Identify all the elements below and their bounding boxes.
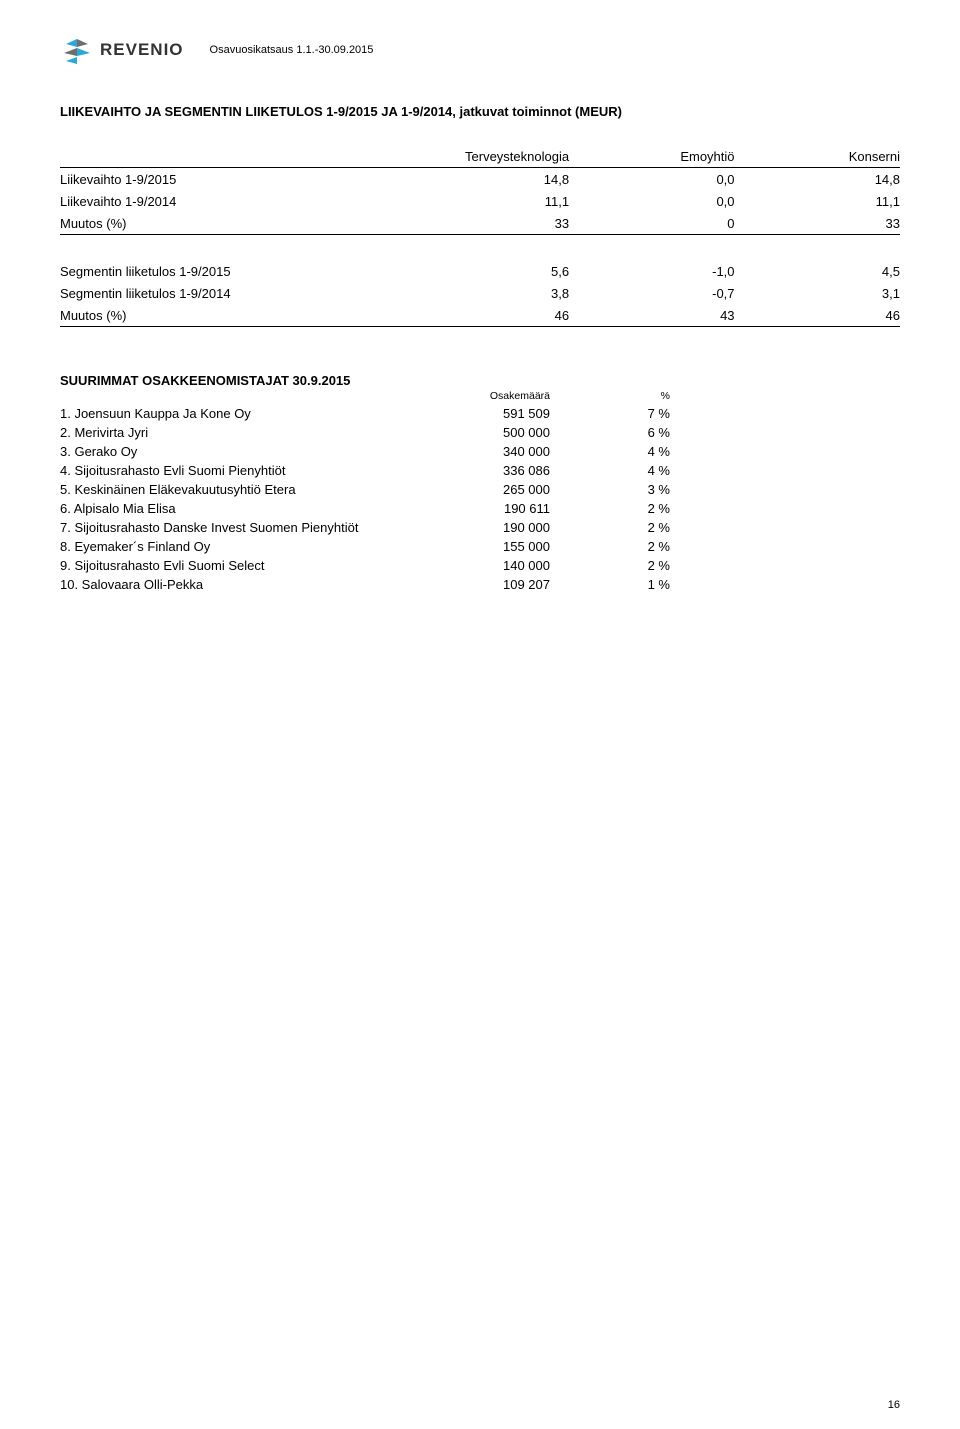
cell: 43 bbox=[569, 304, 734, 327]
col-header: Osakemäärä bbox=[410, 388, 550, 404]
logo-text: REVENIO bbox=[100, 40, 184, 60]
cell: 46 bbox=[735, 304, 900, 327]
cell: 14,8 bbox=[735, 168, 900, 191]
row-label: 4. Sijoitusrahasto Evli Suomi Pienyhtiöt bbox=[60, 461, 410, 480]
col-header: Konserni bbox=[735, 145, 900, 168]
cell: 140 000 bbox=[410, 556, 550, 575]
page-number: 16 bbox=[888, 1399, 900, 1411]
cell: 190 611 bbox=[410, 499, 550, 518]
table-row: Liikevaihto 1-9/2015 14,8 0,0 14,8 bbox=[60, 168, 900, 191]
row-label: 8. Eyemaker´s Finland Oy bbox=[60, 537, 410, 556]
cell: 33 bbox=[391, 212, 569, 235]
cell: 2 % bbox=[550, 518, 670, 537]
cell: 11,1 bbox=[735, 190, 900, 212]
table-row: 1. Joensuun Kauppa Ja Kone Oy591 5097 % bbox=[60, 404, 670, 423]
table-row: Liikevaihto 1-9/2014 11,1 0,0 11,1 bbox=[60, 190, 900, 212]
cell: 3 % bbox=[550, 480, 670, 499]
row-label: Segmentin liiketulos 1-9/2014 bbox=[60, 282, 391, 304]
cell: 6 % bbox=[550, 423, 670, 442]
row-label: Liikevaihto 1-9/2015 bbox=[60, 168, 391, 191]
row-label: 1. Joensuun Kauppa Ja Kone Oy bbox=[60, 404, 410, 423]
row-label: 2. Merivirta Jyri bbox=[60, 423, 410, 442]
table-row: 9. Sijoitusrahasto Evli Suomi Select140 … bbox=[60, 556, 670, 575]
table-row: Segmentin liiketulos 1-9/2015 5,6 -1,0 4… bbox=[60, 260, 900, 282]
cell: 3,8 bbox=[391, 282, 569, 304]
table-row: Muutos (%) 46 43 46 bbox=[60, 304, 900, 327]
doc-title: Osavuosikatsaus 1.1.-30.09.2015 bbox=[210, 44, 374, 56]
cell: 4,5 bbox=[735, 260, 900, 282]
spacer bbox=[60, 235, 900, 261]
cell: 1 % bbox=[550, 575, 670, 594]
section1-heading: LIIKEVAIHTO JA SEGMENTIN LIIKETULOS 1-9/… bbox=[60, 104, 900, 119]
table-row: 8. Eyemaker´s Finland Oy155 0002 % bbox=[60, 537, 670, 556]
cell: 2 % bbox=[550, 499, 670, 518]
col-header: Emoyhtiö bbox=[569, 145, 734, 168]
logo: REVENIO bbox=[60, 36, 184, 64]
row-label: 6. Alpisalo Mia Elisa bbox=[60, 499, 410, 518]
table-header-row: Osakemäärä % bbox=[60, 388, 670, 404]
cell: 336 086 bbox=[410, 461, 550, 480]
cell: 265 000 bbox=[410, 480, 550, 499]
cell: 340 000 bbox=[410, 442, 550, 461]
cell: -1,0 bbox=[569, 260, 734, 282]
cell: 7 % bbox=[550, 404, 670, 423]
cell: 109 207 bbox=[410, 575, 550, 594]
col-header bbox=[60, 388, 410, 404]
cell: 155 000 bbox=[410, 537, 550, 556]
cell: 2 % bbox=[550, 537, 670, 556]
page: REVENIO Osavuosikatsaus 1.1.-30.09.2015 … bbox=[0, 0, 960, 1429]
row-label: 5. Keskinäinen Eläkevakuutusyhtiö Etera bbox=[60, 480, 410, 499]
row-label: Muutos (%) bbox=[60, 212, 391, 235]
table-row: 3. Gerako Oy340 0004 % bbox=[60, 442, 670, 461]
segment-table: Terveysteknologia Emoyhtiö Konserni Liik… bbox=[60, 145, 900, 327]
cell: 0 bbox=[569, 212, 734, 235]
row-label: 7. Sijoitusrahasto Danske Invest Suomen … bbox=[60, 518, 410, 537]
table-header-row: Terveysteknologia Emoyhtiö Konserni bbox=[60, 145, 900, 168]
cell: 591 509 bbox=[410, 404, 550, 423]
table-row: 10. Salovaara Olli-Pekka109 2071 % bbox=[60, 575, 670, 594]
shareholders-table: Osakemäärä % 1. Joensuun Kauppa Ja Kone … bbox=[60, 388, 670, 594]
row-label: Liikevaihto 1-9/2014 bbox=[60, 190, 391, 212]
row-label: Muutos (%) bbox=[60, 304, 391, 327]
cell: 5,6 bbox=[391, 260, 569, 282]
cell: 2 % bbox=[550, 556, 670, 575]
cell: 4 % bbox=[550, 442, 670, 461]
table-row: 7. Sijoitusrahasto Danske Invest Suomen … bbox=[60, 518, 670, 537]
table-row: 2. Merivirta Jyri500 0006 % bbox=[60, 423, 670, 442]
cell: 46 bbox=[391, 304, 569, 327]
header: REVENIO Osavuosikatsaus 1.1.-30.09.2015 bbox=[60, 36, 900, 64]
table-row: Segmentin liiketulos 1-9/2014 3,8 -0,7 3… bbox=[60, 282, 900, 304]
row-label: Segmentin liiketulos 1-9/2015 bbox=[60, 260, 391, 282]
col-header bbox=[60, 145, 391, 168]
cell: 190 000 bbox=[410, 518, 550, 537]
cell: 14,8 bbox=[391, 168, 569, 191]
cell: -0,7 bbox=[569, 282, 734, 304]
cell: 0,0 bbox=[569, 190, 734, 212]
cell: 500 000 bbox=[410, 423, 550, 442]
row-label: 10. Salovaara Olli-Pekka bbox=[60, 575, 410, 594]
col-header: % bbox=[550, 388, 670, 404]
table-row: Muutos (%) 33 0 33 bbox=[60, 212, 900, 235]
cell: 3,1 bbox=[735, 282, 900, 304]
cell: 0,0 bbox=[569, 168, 734, 191]
table-row: 6. Alpisalo Mia Elisa190 6112 % bbox=[60, 499, 670, 518]
logo-mark-icon bbox=[60, 36, 94, 64]
row-label: 9. Sijoitusrahasto Evli Suomi Select bbox=[60, 556, 410, 575]
row-label: 3. Gerako Oy bbox=[60, 442, 410, 461]
col-header: Terveysteknologia bbox=[391, 145, 569, 168]
cell: 4 % bbox=[550, 461, 670, 480]
cell: 33 bbox=[735, 212, 900, 235]
table-row: 4. Sijoitusrahasto Evli Suomi Pienyhtiöt… bbox=[60, 461, 670, 480]
table-row: 5. Keskinäinen Eläkevakuutusyhtiö Etera2… bbox=[60, 480, 670, 499]
section2-heading: SUURIMMAT OSAKKEENOMISTAJAT 30.9.2015 bbox=[60, 373, 900, 388]
cell: 11,1 bbox=[391, 190, 569, 212]
